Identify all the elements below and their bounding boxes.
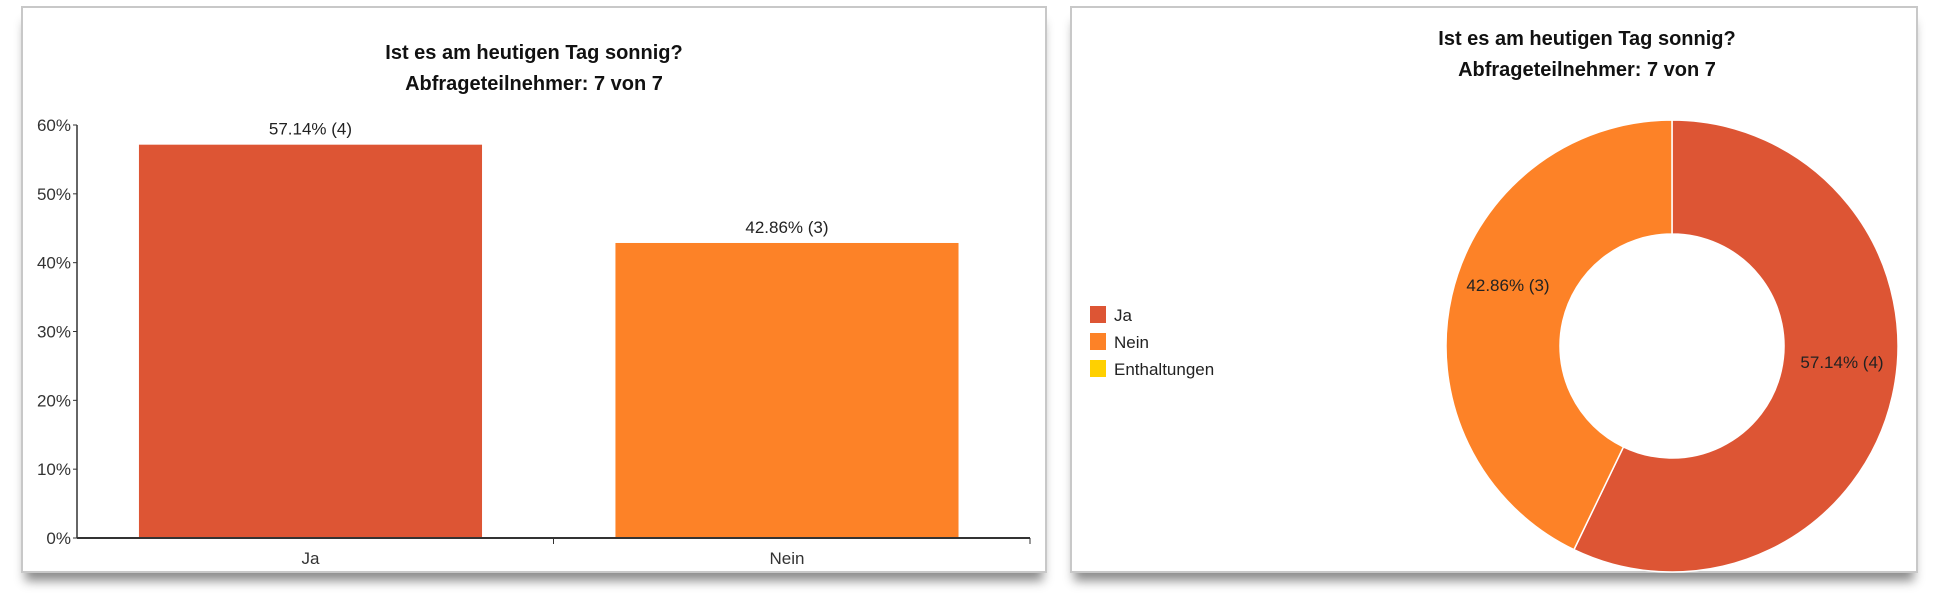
bar-chart-title: Ist es am heutigen Tag sonnig? xyxy=(385,42,682,64)
donut-slice-ja xyxy=(1572,119,1899,573)
donut-data-label: 57.14% (4) xyxy=(1800,353,1883,372)
donut-chart-title: Ist es am heutigen Tag sonnig? xyxy=(1438,28,1735,50)
legend-label: Enthaltungen xyxy=(1114,360,1214,379)
legend-swatch-nein xyxy=(1090,333,1106,350)
bar-data-label: 57.14% (4) xyxy=(269,120,352,139)
legend-swatch-ja xyxy=(1090,306,1106,323)
y-tick-label: 40% xyxy=(37,254,71,273)
donut-data-label: 42.86% (3) xyxy=(1466,276,1549,295)
legend-label: Nein xyxy=(1114,333,1149,352)
bar-data-label: 42.86% (3) xyxy=(745,218,828,237)
bar-chart-subtitle: Abfrageteilnehmer: 7 von 7 xyxy=(405,73,663,95)
bar-ja xyxy=(138,144,483,538)
y-tick-label: 20% xyxy=(37,391,71,410)
legend-swatch-enthaltungen xyxy=(1090,360,1106,377)
y-tick-label: 10% xyxy=(37,460,71,479)
y-tick-label: 60% xyxy=(37,116,71,135)
legend-label: Ja xyxy=(1114,306,1133,325)
x-tick-label: Ja xyxy=(302,549,321,568)
donut-slice-nein xyxy=(1445,119,1673,551)
y-tick-label: 30% xyxy=(37,323,71,342)
x-tick-label: Nein xyxy=(770,549,805,568)
donut-chart-subtitle: Abfrageteilnehmer: 7 von 7 xyxy=(1458,59,1716,81)
y-tick-label: 0% xyxy=(46,529,71,548)
bar-nein xyxy=(615,242,959,538)
y-tick-label: 50% xyxy=(37,185,71,204)
